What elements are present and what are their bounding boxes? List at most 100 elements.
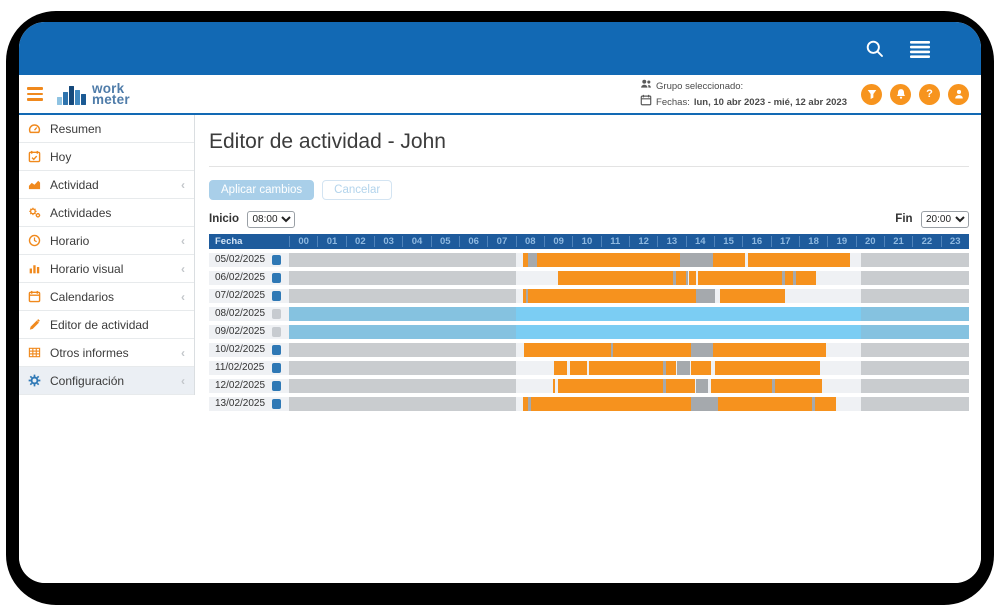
segment-act[interactable]	[665, 379, 696, 393]
activity-track[interactable]	[289, 379, 969, 393]
segment-act[interactable]	[552, 379, 556, 393]
row-checkbox[interactable]	[272, 345, 281, 355]
segment-act[interactable]	[522, 397, 529, 411]
segment-act[interactable]	[558, 379, 663, 393]
search-icon[interactable]	[865, 39, 885, 59]
segment-act[interactable]	[718, 397, 812, 411]
segment-off[interactable]	[861, 343, 969, 357]
sidebar-item-editor-de-actividad[interactable]: Editor de actividad	[19, 311, 194, 339]
segment-act[interactable]	[522, 289, 526, 303]
row-checkbox[interactable]	[272, 309, 281, 319]
segment-pause[interactable]	[695, 379, 709, 393]
segment-act[interactable]	[748, 253, 850, 267]
activity-track[interactable]	[289, 325, 969, 339]
workmeter-logo[interactable]: work meter	[57, 82, 130, 106]
sidebar-item-resumen[interactable]: Resumen	[19, 115, 194, 143]
segment-act[interactable]	[691, 361, 712, 375]
cancel-button[interactable]: Cancelar	[322, 180, 393, 200]
segment-off[interactable]	[289, 379, 516, 393]
segment-hol_in[interactable]	[515, 325, 862, 339]
bell-icon[interactable]	[890, 83, 911, 105]
filter-icon[interactable]	[861, 83, 882, 105]
segment-pause[interactable]	[685, 271, 689, 285]
segment-act[interactable]	[774, 379, 822, 393]
row-checkbox[interactable]	[272, 363, 281, 373]
segment-pause[interactable]	[695, 289, 716, 303]
row-checkbox[interactable]	[272, 291, 281, 301]
segment-act[interactable]	[719, 289, 785, 303]
row-checkbox[interactable]	[272, 399, 281, 409]
segment-pause[interactable]	[610, 343, 614, 357]
sidebar-item-otros-informes[interactable]: Otros informes ‹	[19, 339, 194, 367]
segment-pause[interactable]	[782, 271, 785, 285]
segment-act[interactable]	[613, 343, 692, 357]
segment-pause[interactable]	[691, 397, 719, 411]
segment-pause[interactable]	[680, 253, 713, 267]
user-icon[interactable]	[948, 83, 969, 105]
activity-track[interactable]	[289, 361, 969, 375]
segment-pause[interactable]	[528, 253, 537, 267]
segment-off[interactable]	[861, 253, 969, 267]
activity-track[interactable]	[289, 289, 969, 303]
segment-pause[interactable]	[525, 289, 529, 303]
hamburger-menu-icon[interactable]	[909, 40, 931, 58]
segment-off[interactable]	[289, 343, 516, 357]
sidebar-toggle-icon[interactable]	[27, 87, 43, 101]
fin-select[interactable]: 20:00	[921, 211, 969, 228]
segment-act[interactable]	[531, 397, 692, 411]
segment-act[interactable]	[796, 271, 816, 285]
segment-pause[interactable]	[811, 397, 815, 411]
activity-track[interactable]	[289, 253, 969, 267]
segment-off[interactable]	[861, 361, 969, 375]
segment-act[interactable]	[784, 271, 794, 285]
segment-off[interactable]	[289, 361, 516, 375]
row-checkbox[interactable]	[272, 327, 281, 337]
segment-pause[interactable]	[793, 271, 797, 285]
segment-pause[interactable]	[691, 343, 713, 357]
sidebar-item-calendarios[interactable]: Calendarios ‹	[19, 283, 194, 311]
activity-track[interactable]	[289, 397, 969, 411]
activity-track[interactable]	[289, 307, 969, 321]
activity-track[interactable]	[289, 271, 969, 285]
help-icon[interactable]: ?	[919, 83, 940, 105]
segment-off[interactable]	[861, 397, 969, 411]
segment-act[interactable]	[553, 361, 567, 375]
segment-act[interactable]	[569, 361, 587, 375]
segment-off[interactable]	[861, 271, 969, 285]
segment-pause[interactable]	[772, 379, 775, 393]
segment-act[interactable]	[558, 271, 673, 285]
segment-act[interactable]	[698, 271, 782, 285]
segment-off[interactable]	[289, 397, 516, 411]
apply-changes-button[interactable]: Aplicar cambios	[209, 180, 315, 200]
sidebar-item-horario[interactable]: Horario ‹	[19, 227, 194, 255]
segment-act[interactable]	[711, 379, 773, 393]
segment-act[interactable]	[814, 397, 836, 411]
sidebar-item-hoy[interactable]: Hoy	[19, 143, 194, 171]
segment-hol_in[interactable]	[515, 307, 862, 321]
segment-off[interactable]	[289, 289, 516, 303]
segment-act[interactable]	[675, 271, 686, 285]
activity-track[interactable]	[289, 343, 969, 357]
sidebar-item-horario-visual[interactable]: Horario visual ‹	[19, 255, 194, 283]
segment-pause[interactable]	[677, 361, 690, 375]
row-checkbox[interactable]	[272, 381, 281, 391]
row-checkbox[interactable]	[272, 273, 281, 283]
segment-act[interactable]	[712, 253, 746, 267]
sidebar-item-actividades[interactable]: Actividades	[19, 199, 194, 227]
segment-act[interactable]	[524, 343, 611, 357]
segment-pause[interactable]	[672, 271, 676, 285]
row-checkbox[interactable]	[272, 255, 281, 265]
segment-act[interactable]	[712, 343, 826, 357]
segment-pause[interactable]	[663, 361, 666, 375]
segment-off[interactable]	[289, 271, 516, 285]
inicio-select[interactable]: 08:00	[247, 211, 296, 228]
segment-off[interactable]	[289, 253, 516, 267]
segment-hol_off[interactable]	[861, 307, 969, 321]
segment-act[interactable]	[589, 361, 663, 375]
segment-act[interactable]	[536, 253, 680, 267]
segment-off[interactable]	[861, 289, 969, 303]
segment-act[interactable]	[522, 253, 529, 267]
segment-act[interactable]	[528, 289, 696, 303]
segment-hol_off[interactable]	[289, 307, 516, 321]
segment-pause[interactable]	[663, 379, 666, 393]
